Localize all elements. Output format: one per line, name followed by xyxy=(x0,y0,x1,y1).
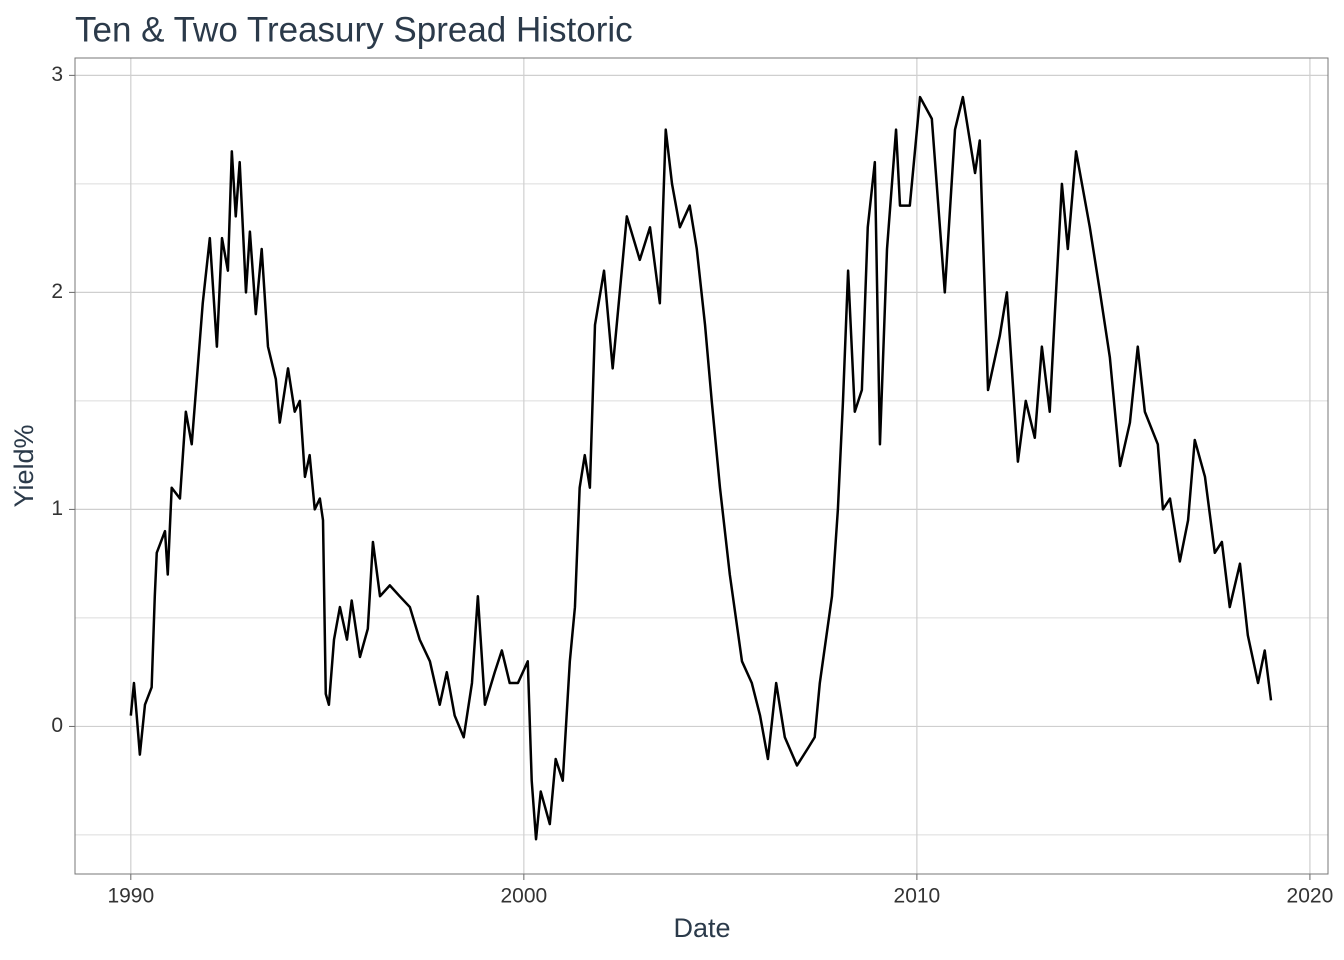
y-axis-title: Yield% xyxy=(9,424,39,507)
y-tick-label: 3 xyxy=(51,63,63,86)
x-tick-label: 1990 xyxy=(107,885,154,908)
line xyxy=(129,95,1273,841)
panel-border xyxy=(74,57,1329,875)
x-tick-label: 2020 xyxy=(1287,885,1334,908)
x-tick-label: 2000 xyxy=(500,885,547,908)
y-tick-label: 1 xyxy=(51,497,63,520)
chart-title: Ten & Two Treasury Spread Historic xyxy=(75,10,633,49)
x-axis-title: Date xyxy=(673,913,730,943)
x-tick-label: 2010 xyxy=(894,885,941,908)
y-tick-label: 0 xyxy=(51,714,63,737)
y-tick-label: 2 xyxy=(51,280,63,303)
